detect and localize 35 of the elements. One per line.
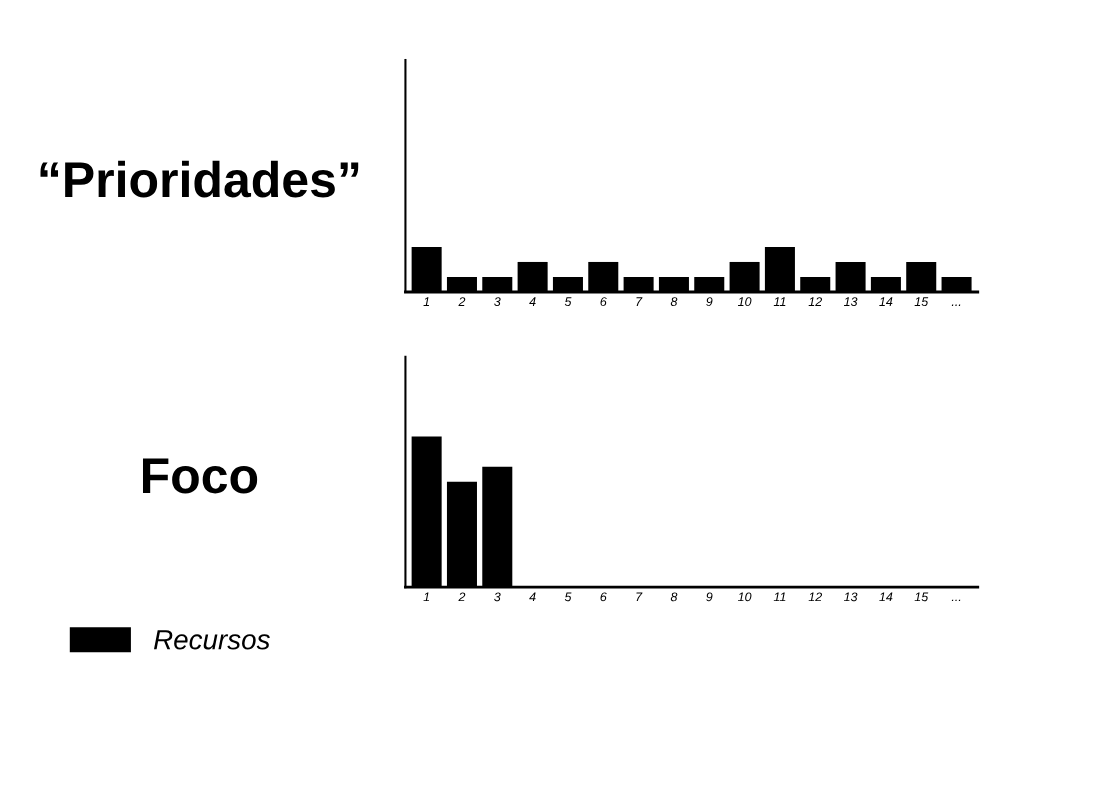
x-tick-label: ... xyxy=(951,599,961,602)
x-tick-label: 9 xyxy=(706,297,713,307)
x-tick-label: 14 xyxy=(879,592,893,602)
x-tick-label: 2 xyxy=(458,297,466,306)
x-tick-label: 5 xyxy=(564,592,572,602)
x-tick-label: ... xyxy=(951,304,961,306)
x-tick-label: 12 xyxy=(808,297,823,306)
x-tick-label: 4 xyxy=(529,297,536,306)
x-tick-label: 1 xyxy=(423,297,430,306)
x-tick-label: 3 xyxy=(494,592,501,602)
x-tick-label: 9 xyxy=(706,592,713,602)
x-tick-label: 3 xyxy=(494,297,501,307)
x-tick-label: 1 xyxy=(423,592,430,602)
x-tick-label: 15 xyxy=(914,592,929,602)
x-tick-label: 4 xyxy=(529,592,536,602)
x-tick-label: 12 xyxy=(808,592,823,602)
x-tick-label: 6 xyxy=(600,592,607,602)
x-tick-label: 5 xyxy=(564,297,572,307)
x-tick-label: 13 xyxy=(843,297,858,307)
x-tick-label: 6 xyxy=(600,297,607,307)
legend-label: Recursos xyxy=(153,630,270,650)
x-tick-label: 13 xyxy=(843,592,858,602)
x-tick-label: 8 xyxy=(670,297,678,307)
x-tick-label: 11 xyxy=(773,592,786,602)
x-tick-label: 8 xyxy=(670,592,678,602)
x-tick-label: 10 xyxy=(737,592,752,602)
x-tick-label: 7 xyxy=(636,297,643,306)
x-tick-label: 15 xyxy=(914,297,929,307)
x-tick-label: 2 xyxy=(458,592,466,602)
x-tick-label: 10 xyxy=(737,297,752,307)
x-tick-label: 14 xyxy=(879,297,893,306)
x-tick-label: 7 xyxy=(636,592,643,602)
chart-title: “Prioridades” xyxy=(40,160,359,198)
chart-title: Foco xyxy=(142,458,258,494)
x-tick-label: 11 xyxy=(773,297,786,306)
